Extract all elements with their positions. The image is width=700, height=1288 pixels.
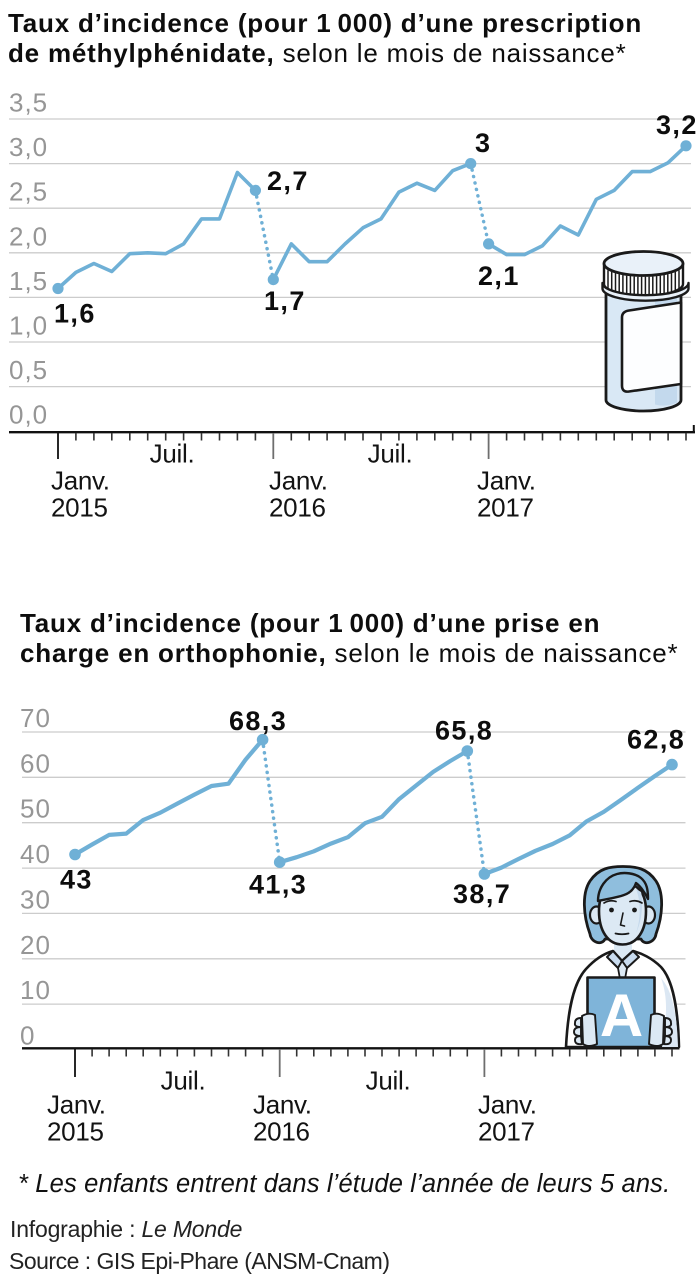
svg-text:0,0: 0,0 [9,400,48,430]
svg-text:3,5: 3,5 [9,88,48,118]
svg-text:Janv.: Janv. [47,1090,106,1120]
svg-text:Janv.: Janv. [477,466,536,496]
svg-text:40: 40 [20,839,51,869]
svg-text:38,7: 38,7 [453,879,511,909]
svg-text:3: 3 [475,128,491,158]
svg-text:Janv.: Janv. [478,1090,537,1120]
svg-text:A: A [600,982,643,1049]
svg-text:2017: 2017 [478,1117,535,1147]
svg-text:1,5: 1,5 [9,266,48,296]
svg-text:0,5: 0,5 [9,355,48,385]
svg-text:Juil.: Juil. [368,439,413,469]
svg-text:Janv.: Janv. [269,466,328,496]
svg-text:1,7: 1,7 [264,286,306,316]
svg-text:70: 70 [20,703,51,733]
svg-text:41,3: 41,3 [249,870,307,900]
svg-text:50: 50 [20,794,51,824]
svg-text:Juil.: Juil. [366,1066,411,1096]
svg-text:2016: 2016 [269,493,326,523]
svg-text:0: 0 [20,1021,35,1051]
svg-text:43: 43 [60,865,93,895]
svg-text:30: 30 [20,884,51,914]
svg-text:60: 60 [20,748,51,778]
svg-text:2015: 2015 [51,493,108,523]
svg-text:Juil.: Juil. [161,1066,206,1096]
svg-text:Janv.: Janv. [51,466,110,496]
svg-text:1,6: 1,6 [54,299,96,329]
svg-text:20: 20 [20,930,51,960]
svg-text:Janv.: Janv. [253,1090,312,1120]
svg-text:1,0: 1,0 [9,311,48,341]
svg-text:3,2: 3,2 [656,110,698,140]
svg-text:2,1: 2,1 [478,261,520,291]
svg-text:65,8: 65,8 [435,716,493,746]
svg-text:68,3: 68,3 [229,706,287,736]
svg-text:2017: 2017 [477,493,534,523]
svg-text:62,8: 62,8 [627,725,685,755]
svg-text:2016: 2016 [253,1117,310,1147]
svg-text:Juil.: Juil. [150,439,195,469]
svg-text:2,7: 2,7 [267,166,309,196]
svg-text:2015: 2015 [47,1117,104,1147]
svg-text:2,0: 2,0 [9,221,48,251]
svg-text:10: 10 [20,975,51,1005]
svg-text:2,5: 2,5 [9,177,48,207]
svg-text:3,0: 3,0 [9,132,48,162]
